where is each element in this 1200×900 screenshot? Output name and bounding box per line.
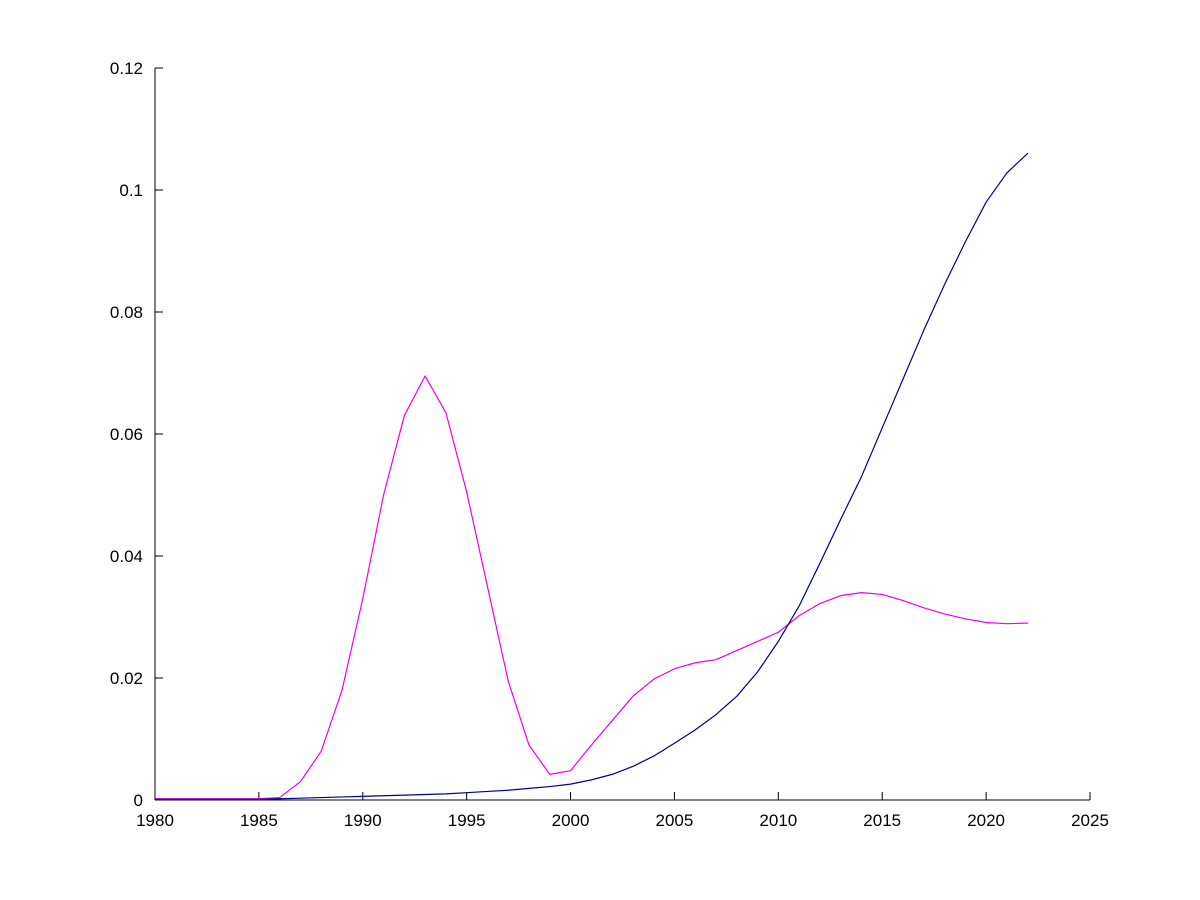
y-tick-label: 0.12 [110,59,143,78]
y-tick-label: 0.04 [110,547,143,566]
blue-series-line [154,152,1029,800]
x-tick-label: 1980 [136,811,174,830]
y-tick-label: 0.08 [110,303,143,322]
x-tick-label: 2000 [552,811,590,830]
x-tick-label: 1990 [344,811,382,830]
x-tick-label: 2005 [656,811,694,830]
y-tick-label: 0.06 [110,425,143,444]
y-tick-label: 0.02 [110,669,143,688]
x-tick-label: 2020 [967,811,1005,830]
y-tick-label: 0.1 [119,181,143,200]
x-tick-label: 1995 [448,811,486,830]
x-tick-label: 2010 [759,811,797,830]
magenta-series-line [154,375,1029,800]
x-tick-label: 2025 [1071,811,1109,830]
x-tick-label: 1985 [240,811,278,830]
x-tick-label: 2015 [863,811,901,830]
y-tick-label: 0 [134,791,143,810]
